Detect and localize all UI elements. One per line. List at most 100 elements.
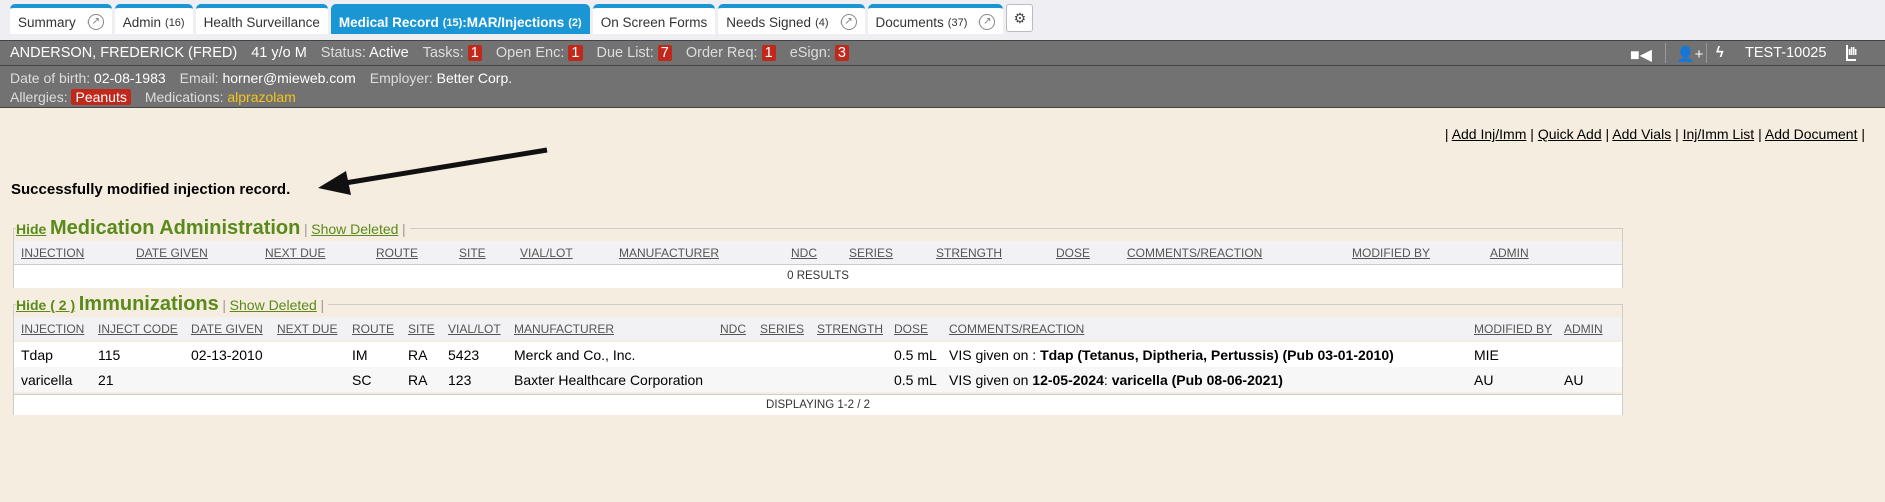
comment-text: VIS given on — [949, 372, 1033, 388]
add-user-icon[interactable]: 👤+ — [1676, 46, 1704, 63]
settings-gears-icon[interactable]: ⚙ — [1006, 4, 1034, 32]
injection-cell: Tdap — [21, 347, 53, 363]
column-header[interactable]: MODIFIED BY — [1474, 322, 1553, 336]
order-req-badge[interactable]: 1 — [761, 45, 776, 61]
tab-medical-record[interactable]: Medical Record (15):MAR/Injections (2) — [330, 4, 590, 34]
column-header[interactable]: SERIES — [760, 322, 805, 336]
column-header[interactable]: INJECT CODE — [98, 322, 178, 336]
section-title: Medication Administration — [49, 217, 301, 239]
medication-value: alprazolam — [227, 89, 296, 105]
tab-label: On Screen Forms — [600, 15, 708, 30]
table-header: INJECTION INJECT CODE DATE GIVEN NEXT DUE RO… — [14, 317, 1622, 340]
column-header[interactable]: DOSE — [1056, 246, 1091, 260]
add-inj-imm-link[interactable]: Add Inj/Imm — [1451, 126, 1527, 142]
column-header[interactable]: INJECTION — [21, 246, 85, 260]
tab-on-screen-forms[interactable]: On Screen Forms — [592, 4, 716, 34]
quick-add-link[interactable]: Quick Add — [1537, 126, 1602, 142]
arrow-annotation — [318, 147, 548, 195]
tab-label: Needs Signed — [726, 15, 812, 30]
column-header[interactable]: DATE GIVEN — [136, 246, 208, 260]
comment-text: : — [1103, 372, 1112, 388]
open-enc-label: Open Enc: — [495, 45, 565, 61]
medications-label: Medications: — [144, 89, 224, 105]
add-vials-link[interactable]: Add Vials — [1612, 126, 1672, 142]
column-header[interactable]: STRENGTH — [817, 322, 883, 336]
column-header[interactable]: COMMENTS/REACTION — [949, 322, 1085, 336]
dob-label: Date of birth: — [10, 70, 91, 86]
tab-admin[interactable]: Admin (16) — [114, 4, 193, 34]
column-header[interactable]: MANUFACTURER — [514, 322, 615, 336]
column-header[interactable]: DATE GIVEN — [191, 322, 263, 336]
column-header[interactable]: ADMIN — [1564, 322, 1603, 336]
table-row[interactable]: Tdap 115 02-13-2010 IM RA 5423 Merck and Co., … — [14, 342, 1622, 367]
open-external-icon[interactable]: ↗ — [87, 14, 104, 30]
medication-administration-section: Hide Medication Administration | Show De… — [13, 217, 1623, 288]
tab-health-surveillance[interactable]: Health Surveillance — [195, 4, 328, 34]
vial-lot-cell: 123 — [448, 372, 472, 388]
column-header[interactable]: NDC — [791, 246, 817, 260]
hide-link[interactable]: Hide ( 2 ) — [16, 297, 76, 313]
column-header[interactable]: VIAL/LOT — [448, 322, 501, 336]
column-header[interactable]: NEXT DUE — [265, 246, 326, 260]
tab-summary[interactable]: Summary ↗ — [10, 4, 112, 34]
esign-badge[interactable]: 3 — [834, 45, 849, 61]
column-header[interactable]: INJECTION — [21, 322, 85, 336]
allergy-badge: Peanuts — [71, 89, 131, 105]
tab-bar: Summary ↗ Admin (16) Health Surveillance M… — [0, 0, 1885, 40]
column-header[interactable]: ROUTE — [352, 322, 394, 336]
tab-subpage: :MAR/Injections — [462, 15, 565, 30]
inj-imm-list-link[interactable]: Inj/Imm List — [1682, 126, 1755, 142]
tab-needs-signed[interactable]: Needs Signed (4) ↗ — [718, 4, 865, 34]
column-header[interactable]: MANUFACTURER — [619, 246, 720, 260]
tasks-label: Tasks: — [422, 45, 464, 61]
column-header[interactable]: SITE — [459, 246, 486, 260]
tab-count: (2) — [568, 17, 582, 29]
open-external-icon[interactable]: ↗ — [979, 14, 996, 30]
column-header[interactable]: COMMENTS/REACTION — [1127, 246, 1263, 260]
patient-name[interactable]: ANDERSON, FREDERICK (FRED) — [10, 45, 238, 61]
column-header[interactable]: NDC — [720, 322, 746, 336]
order-req-label: Order Req: — [685, 45, 758, 61]
show-deleted-link[interactable]: Show Deleted — [229, 297, 317, 313]
bar-chart-icon[interactable]: ıllı — [1846, 45, 1857, 61]
dob-value: 02-08-1983 — [94, 70, 166, 86]
column-header[interactable]: STRENGTH — [936, 246, 1002, 260]
section-legend: Hide Medication Administration | Show De… — [16, 217, 410, 240]
comments-cell: VIS given on 12-05-2024: varicella (Pub … — [949, 372, 1283, 388]
site-cell: RA — [408, 347, 428, 363]
modified-by-cell: AU — [1474, 372, 1494, 388]
comment-text: varicella (Pub 08-06-2021) — [1111, 372, 1283, 388]
email-label: Email: — [179, 70, 219, 86]
tasks-badge[interactable]: 1 — [467, 45, 482, 61]
column-header[interactable]: NEXT DUE — [277, 322, 338, 336]
column-header[interactable]: DOSE — [894, 322, 929, 336]
video-camera-icon[interactable]: ■◀ — [1630, 47, 1652, 64]
comment-text: 12-05-2024 — [1032, 372, 1104, 388]
column-header[interactable]: SITE — [408, 322, 435, 336]
tab-documents[interactable]: Documents (37) ↗ — [867, 4, 1004, 34]
column-header[interactable]: MODIFIED BY — [1352, 246, 1431, 260]
column-header[interactable]: SERIES — [849, 246, 894, 260]
add-document-link[interactable]: Add Document — [1764, 126, 1858, 142]
column-header[interactable]: ROUTE — [376, 246, 418, 260]
due-list-badge[interactable]: 7 — [657, 45, 672, 61]
table-row[interactable]: varicella 21 SC RA 123 Baxter Healthcare Corp… — [14, 367, 1622, 392]
column-header[interactable]: VIAL/LOT — [520, 246, 573, 260]
esign-label: eSign: — [789, 45, 831, 61]
vial-lot-cell: 5423 — [448, 347, 480, 363]
lightning-icon[interactable]: ϟ — [1716, 45, 1724, 61]
patient-header: ANDERSON, FREDERICK (FRED) 41 y/o M Stat… — [0, 40, 1885, 66]
open-external-icon[interactable]: ↗ — [840, 14, 857, 30]
section-legend: Hide ( 2 ) Immunizations | Show Deleted … — [16, 293, 329, 316]
hide-link[interactable]: Hide — [16, 221, 47, 237]
site-cell: RA — [408, 372, 428, 388]
due-list-label: Due List: — [596, 45, 654, 61]
injection-cell: varicella — [21, 372, 73, 388]
column-header[interactable]: ADMIN — [1490, 246, 1529, 260]
tab-label: Health Surveillance — [203, 15, 320, 30]
comment-text: Tdap (Tetanus, Diptheria, Pertussis) (Pu… — [1040, 347, 1394, 363]
patient-age: 41 y/o M — [251, 45, 307, 61]
results-count: 0 RESULTS — [14, 264, 1622, 288]
open-enc-badge[interactable]: 1 — [568, 45, 583, 61]
show-deleted-link[interactable]: Show Deleted — [311, 221, 399, 237]
